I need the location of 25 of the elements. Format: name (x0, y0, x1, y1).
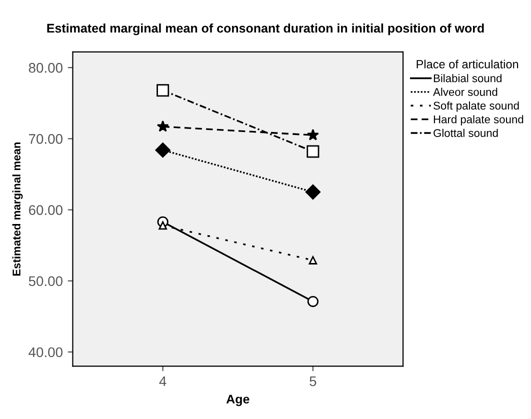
point (158, 221, 167, 230)
point (307, 296, 319, 308)
y-tick-label: 40.00 (28, 347, 62, 358)
legend-label: Hard palate sound (434, 115, 524, 126)
point (308, 256, 318, 264)
legend-label: Bilabial sound (434, 74, 502, 82)
x-axis-title: Age (226, 394, 250, 406)
legend-title: Place of articulation (416, 60, 518, 68)
legend-label: Alveor sound (433, 88, 498, 96)
y-tick-label: 60.00 (28, 205, 62, 215)
y-tick-label: 50.00 (28, 276, 62, 286)
x-tick-label: 5 (310, 376, 316, 386)
point (156, 84, 170, 97)
point (306, 145, 320, 158)
y-axis-title: Estimated marginal mean (12, 142, 23, 276)
point (156, 120, 169, 132)
y-tick-label: 80.00 (28, 62, 62, 73)
point (155, 142, 170, 158)
point (305, 184, 321, 200)
point (306, 128, 319, 140)
y-tick-label: 70.00 (28, 134, 62, 144)
legend-label: Soft palate sound (434, 101, 519, 112)
x-tick-label: 4 (159, 376, 166, 386)
legend-label: Glottal sound (434, 128, 498, 137)
chart-title: Estimated marginal mean of consonant duration in initial position of word (47, 23, 484, 36)
